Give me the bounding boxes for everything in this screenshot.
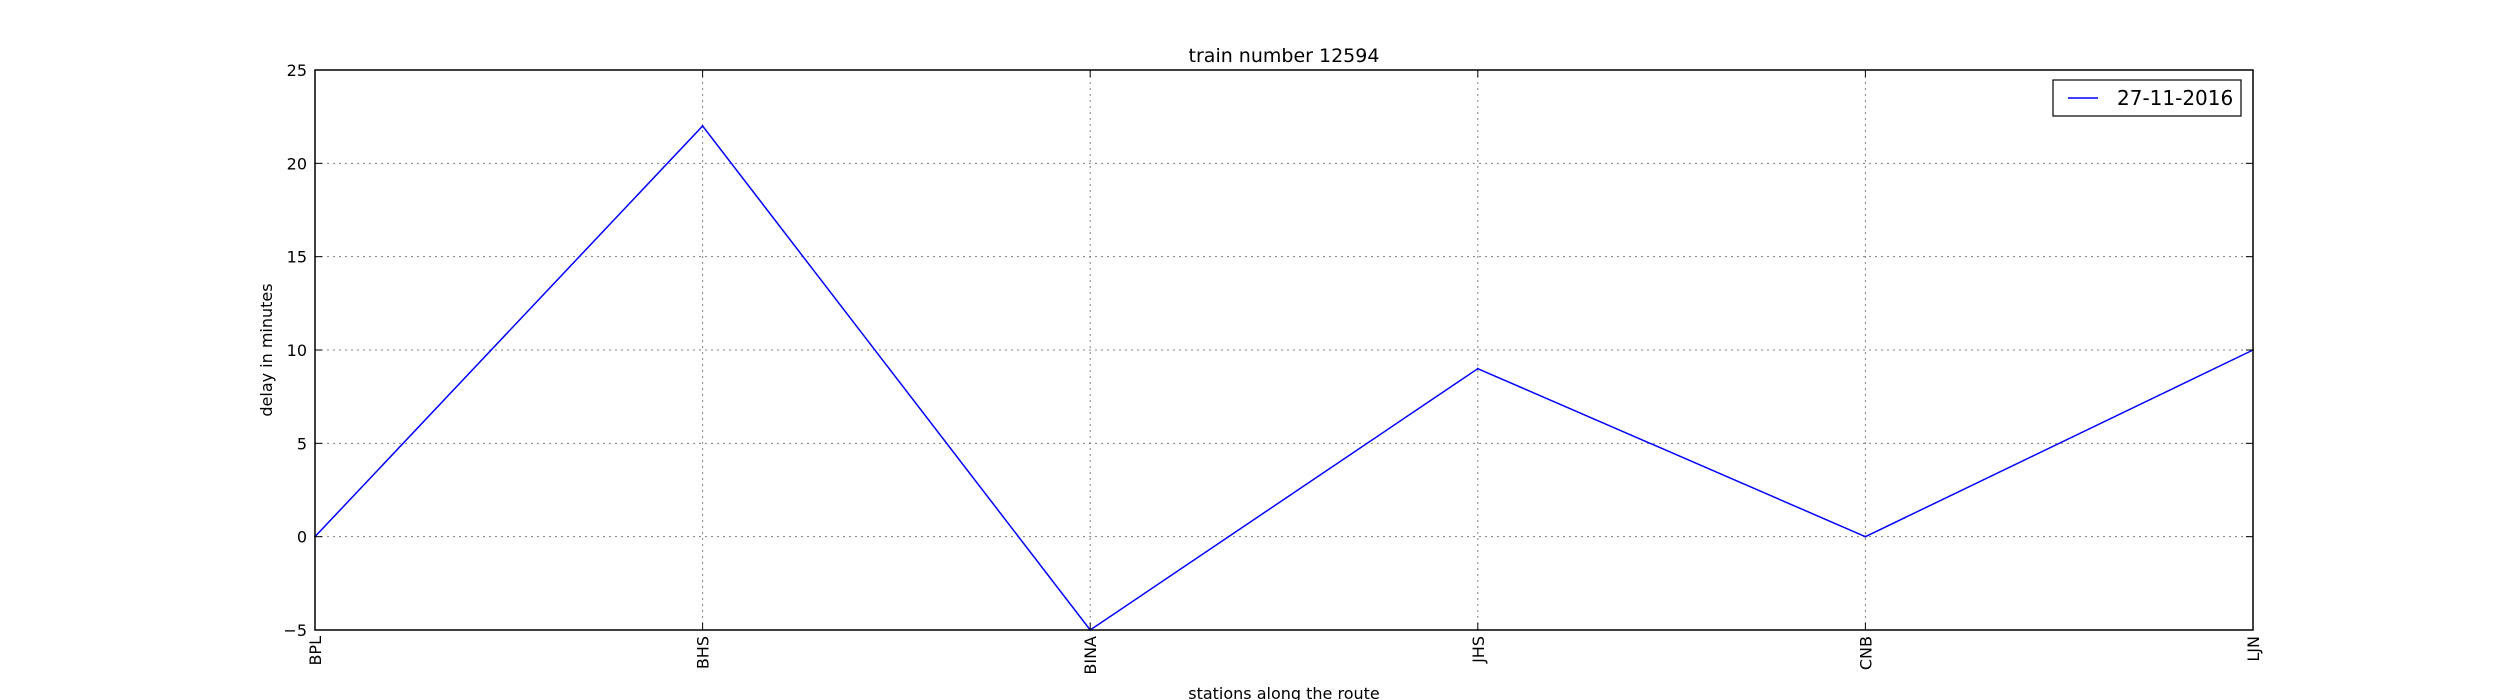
y-tick-label: 0 [297,528,307,547]
legend: 27-11-2016 [2052,79,2242,117]
chart-title: train number 12594 [1189,45,1380,67]
series-line [314,124,2254,632]
x-tick-label: BINA [1081,636,1100,675]
data-point [1864,535,1867,538]
y-tick-label: 10 [287,341,307,360]
data-point [701,125,704,127]
y-tick-label: 15 [287,248,307,267]
y-tick-label: 5 [297,434,307,453]
y-axis-label: delay in minutes [257,283,276,416]
x-tick-label: LJN [2244,636,2263,662]
x-tick-label: BPL [306,636,325,666]
y-axis-tick-labels: −5 0 5 10 15 20 25 [283,61,307,640]
y-tick-label: −5 [283,621,307,640]
x-tick-label: CNB [1856,636,1875,670]
y-tick-label: 25 [287,61,307,80]
data-point [1476,367,1479,370]
axis-ticks [314,69,2254,631]
x-axis-label: stations along the route [1188,684,1380,700]
legend-entry-label: 27-11-2016 [2117,86,2233,110]
y-tick-label: 20 [287,154,307,173]
x-tick-label: JHS [1469,636,1488,664]
x-axis-tick-labels: BPL BHS BINA JHS CNB LJN [306,636,2263,675]
x-tick-label: BHS [694,636,713,669]
